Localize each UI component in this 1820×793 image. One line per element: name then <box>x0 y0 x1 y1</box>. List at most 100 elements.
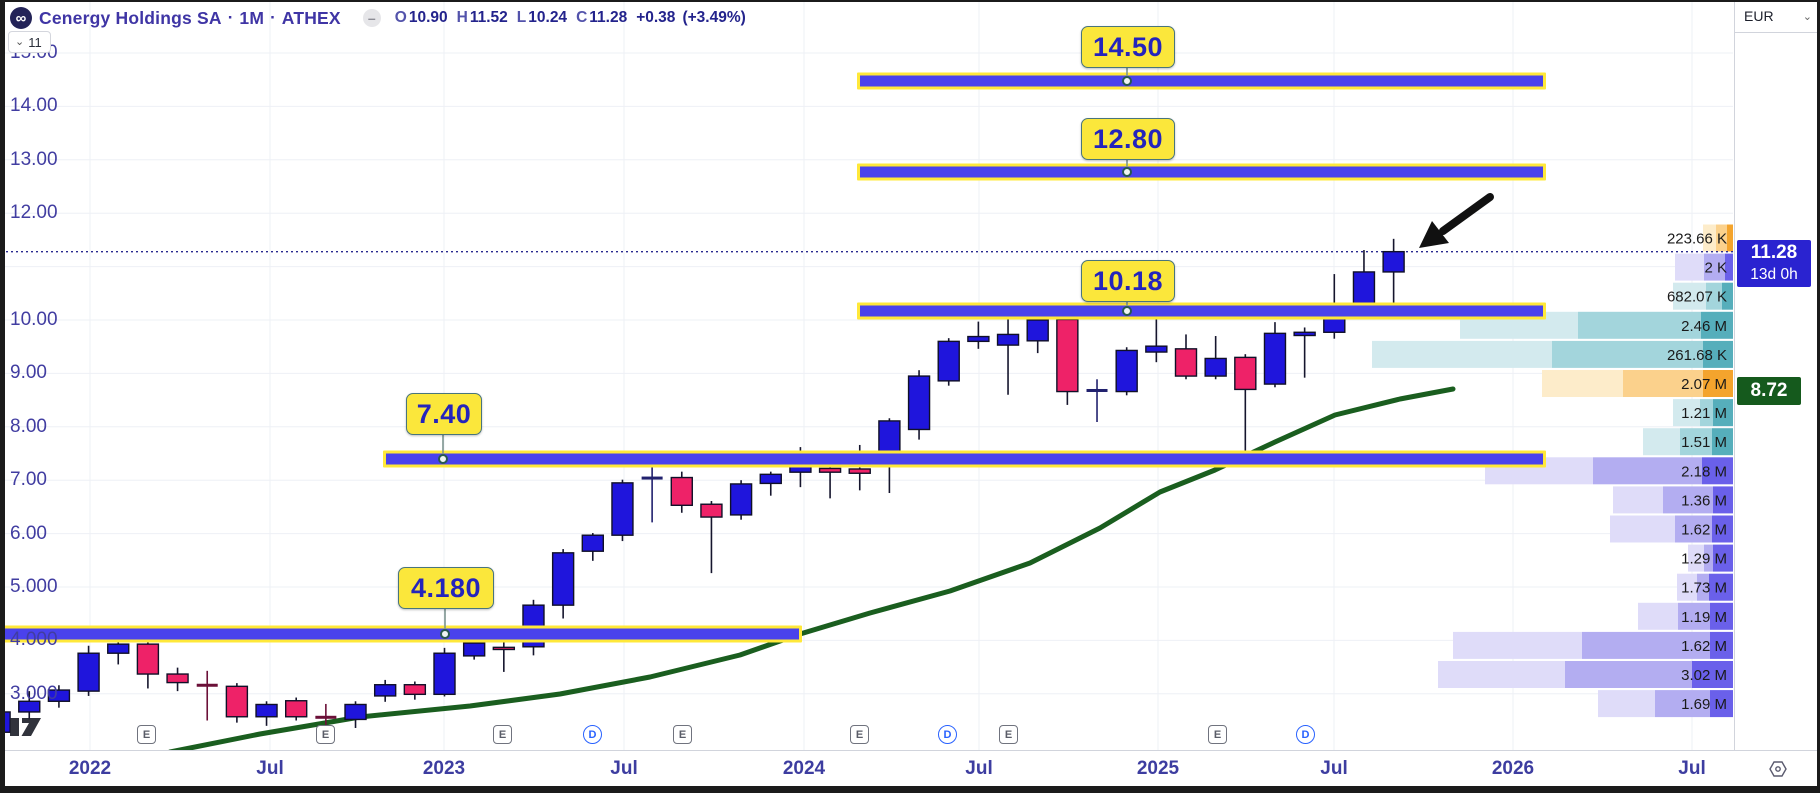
earnings-marker[interactable]: E <box>316 725 335 744</box>
candle-body[interactable] <box>1026 319 1049 342</box>
price-chart-canvas[interactable]: 223.66 K 2 K 682.07 K 2.46 M 261.68 K 2.07 M 1… <box>0 0 1734 750</box>
indicators-collapse-button[interactable]: ⌄ 11 <box>8 31 51 53</box>
candle-body[interactable] <box>818 467 842 473</box>
window-border-top <box>0 0 1820 2</box>
candle-body[interactable] <box>1145 345 1168 353</box>
volume-profile-bar <box>1453 631 1582 659</box>
earnings-marker[interactable]: E <box>999 725 1018 744</box>
volume-profile-value: 1.51 M <box>1681 434 1727 451</box>
label-anchor-dot[interactable] <box>1122 76 1132 86</box>
candle-body[interactable] <box>18 700 41 713</box>
candle-body[interactable] <box>1234 356 1257 391</box>
volume-profile-value: 1.29 M <box>1681 551 1727 568</box>
earnings-marker[interactable]: E <box>673 725 692 744</box>
candle-body[interactable] <box>700 503 723 518</box>
price-level-label[interactable]: 7.40 <box>406 393 482 435</box>
interval-value[interactable]: 1M <box>239 7 265 28</box>
candle-doji-body[interactable] <box>196 683 218 687</box>
candle-body[interactable] <box>166 673 189 684</box>
annotation-arrow-head[interactable] <box>1419 221 1449 248</box>
price-level-label[interactable]: 4.180 <box>398 567 494 609</box>
currency-dropdown[interactable]: EUR ⌄ <box>1735 0 1820 33</box>
candle-body[interactable] <box>344 703 367 721</box>
price-level-bar[interactable] <box>860 166 1543 178</box>
candle-body[interactable] <box>967 335 990 343</box>
candle-body[interactable] <box>492 646 516 651</box>
volume-profile-value: 682.07 K <box>1667 289 1727 306</box>
candle-body[interactable] <box>848 468 871 474</box>
candle-body[interactable] <box>1293 331 1316 337</box>
candle-doji-body[interactable] <box>641 476 663 480</box>
candle-doji-body[interactable] <box>315 715 337 719</box>
price-level-bar[interactable] <box>860 305 1543 317</box>
currency-label: EUR <box>1744 8 1774 24</box>
candle-body[interactable] <box>136 643 160 675</box>
price-level-bar[interactable] <box>860 75 1543 87</box>
volume-profile-bar <box>1542 370 1623 397</box>
tradingview-logo[interactable] <box>10 714 50 738</box>
legend-separator: · <box>270 8 276 27</box>
dividend-marker[interactable]: D <box>583 725 602 744</box>
timezone-settings-icon[interactable] <box>1768 759 1788 779</box>
ma-price-label: 8.72 <box>1737 377 1801 405</box>
time-axis[interactable]: 2022 Jul 2023 Jul 2024 Jul 2025 Jul 2026 Jul <box>0 750 1820 787</box>
price-axis-label: 10.00 <box>10 309 58 330</box>
candle-body[interactable] <box>1056 318 1079 393</box>
candle-body[interactable] <box>1382 250 1405 273</box>
candle-body[interactable] <box>77 652 100 692</box>
earnings-marker[interactable]: E <box>137 725 156 744</box>
candle-body[interactable] <box>403 684 427 696</box>
candle-body[interactable] <box>462 642 486 657</box>
price-level-bar[interactable] <box>386 453 1543 465</box>
candle-body[interactable] <box>1352 271 1376 307</box>
time-axis-label: Jul <box>1678 758 1706 779</box>
current-price-label: 11.28 13d 0h <box>1737 240 1811 287</box>
price-axis[interactable]: EUR ⌄ 11.28 13d 0h 8.72 <box>1734 0 1820 786</box>
candle-body[interactable] <box>255 703 278 718</box>
label-anchor-dot[interactable] <box>440 629 450 639</box>
candle-body[interactable] <box>47 689 71 702</box>
dividend-marker[interactable]: D <box>938 725 957 744</box>
symbol-name[interactable]: Cenergy Holdings SA <box>39 7 222 28</box>
candle-body[interactable] <box>1174 348 1198 377</box>
volume-profile-bar <box>1610 515 1675 543</box>
collapse-legend-icon[interactable]: – <box>362 9 381 27</box>
exchange-name[interactable]: ATHEX <box>281 7 341 28</box>
time-axis-label: 2023 <box>422 758 466 779</box>
candle-body[interactable] <box>670 476 693 506</box>
price-level-bar[interactable] <box>0 628 799 640</box>
price-level-label[interactable]: 10.18 <box>1081 260 1175 302</box>
price-axis-label: 4.000 <box>10 629 58 651</box>
price-axis-label: 12.00 <box>10 202 58 224</box>
candle-body[interactable] <box>285 700 308 718</box>
price-level-label[interactable]: 14.50 <box>1081 26 1175 68</box>
candle-body[interactable] <box>937 340 960 382</box>
candle-body[interactable] <box>1115 349 1138 393</box>
candle-body[interactable] <box>551 552 575 606</box>
candle-body[interactable] <box>373 684 397 697</box>
candle-body[interactable] <box>611 482 634 536</box>
label-anchor-dot[interactable] <box>1122 167 1132 177</box>
price-level-label[interactable]: 12.80 <box>1081 118 1175 160</box>
annotation-arrow-shaft[interactable] <box>1439 193 1494 235</box>
window-border-left <box>0 0 5 793</box>
candle-body[interactable] <box>1263 332 1287 385</box>
candle-body[interactable] <box>581 534 604 552</box>
candle-body[interactable] <box>759 473 782 485</box>
volume-profile-bar <box>1710 602 1733 630</box>
candle-body[interactable] <box>433 652 456 696</box>
candle-doji-body[interactable] <box>1086 388 1108 392</box>
earnings-marker[interactable]: E <box>850 725 869 744</box>
candle-body[interactable] <box>225 685 249 718</box>
candle-body[interactable] <box>729 483 753 516</box>
candle-body[interactable] <box>996 333 1020 346</box>
candle-body[interactable] <box>1204 357 1227 377</box>
earnings-marker[interactable]: E <box>493 725 512 744</box>
dividend-marker[interactable]: D <box>1296 725 1315 744</box>
earnings-marker[interactable]: E <box>1208 725 1227 744</box>
candle-body[interactable] <box>907 375 931 431</box>
change-percent: (+3.49%) <box>682 9 746 26</box>
candle-body[interactable] <box>107 643 130 654</box>
label-anchor-dot[interactable] <box>1122 306 1132 316</box>
label-anchor-dot[interactable] <box>438 454 448 464</box>
